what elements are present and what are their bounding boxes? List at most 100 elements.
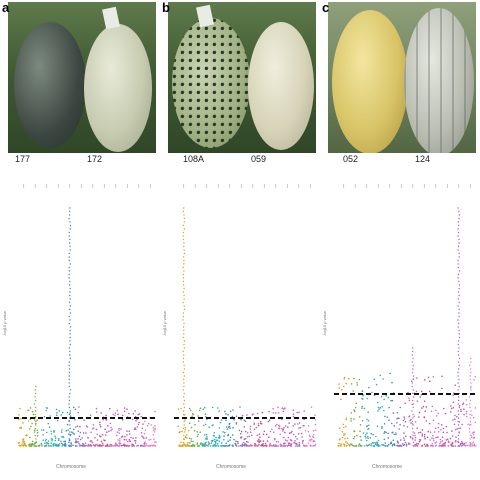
peak-point <box>458 280 460 283</box>
snp-point <box>343 433 345 435</box>
snp-point <box>141 427 144 430</box>
snp-point <box>403 439 406 442</box>
snp-point <box>408 399 411 402</box>
snp-point <box>419 396 422 398</box>
snp-point <box>184 419 186 421</box>
snp-point <box>454 414 456 417</box>
snp-point <box>370 444 372 447</box>
snp-point <box>429 445 432 447</box>
striped-melon <box>404 8 474 156</box>
snp-point <box>229 436 232 439</box>
snp-point <box>216 439 218 442</box>
snp-point <box>235 444 237 447</box>
snp-point <box>208 426 210 428</box>
snp-point <box>443 407 445 410</box>
snp-point <box>140 432 143 434</box>
peak-point <box>34 389 36 391</box>
snp-point <box>353 435 356 438</box>
snp-point <box>440 424 443 426</box>
snp-point <box>385 431 387 434</box>
peak-point <box>457 350 459 353</box>
snp-point <box>86 426 89 428</box>
snp-point <box>356 382 358 384</box>
snp-point <box>235 423 238 425</box>
panel-letter: a <box>2 0 10 15</box>
snp-point <box>298 427 300 429</box>
snp-point <box>19 418 22 420</box>
snp-point <box>359 430 361 433</box>
snp-point <box>76 425 79 427</box>
peak-point <box>182 238 185 241</box>
snp-point <box>207 445 209 447</box>
snp-point <box>42 429 45 431</box>
peak-point <box>69 249 71 251</box>
snp-point <box>98 435 101 437</box>
snp-point <box>341 436 344 439</box>
snp-point <box>440 429 442 431</box>
snp-point <box>50 430 52 433</box>
snp-point <box>301 436 303 438</box>
snp-point <box>199 407 202 409</box>
snp-point <box>371 391 373 394</box>
peak-point <box>69 389 72 391</box>
snp-point <box>240 419 242 421</box>
peak-point <box>457 361 460 363</box>
peak-point <box>411 410 413 412</box>
snp-point <box>407 391 409 394</box>
snp-point <box>358 443 361 445</box>
snp-point <box>204 413 207 415</box>
peak-point <box>68 378 70 381</box>
snp-point <box>237 440 239 443</box>
peak-point <box>469 368 472 370</box>
snp-point <box>376 444 378 447</box>
yellow-melon <box>332 10 408 154</box>
snp-point <box>298 443 300 446</box>
peak-point <box>68 273 70 276</box>
snp-point <box>341 431 344 433</box>
peak-point <box>35 385 37 388</box>
snp-point <box>299 426 302 429</box>
snp-point <box>254 443 257 445</box>
peak-point <box>412 438 414 440</box>
snp-point <box>253 423 255 425</box>
peak-point <box>412 417 414 419</box>
snp-point <box>443 444 445 447</box>
snp-point <box>49 415 51 417</box>
snp-point <box>287 444 290 446</box>
peak-point <box>183 382 185 384</box>
snp-point <box>153 438 155 440</box>
snp-point <box>447 445 450 447</box>
snp-point <box>277 441 280 443</box>
snp-point <box>416 445 419 447</box>
snp-point <box>395 433 397 436</box>
peak-point <box>469 403 471 405</box>
snp-point <box>154 410 156 413</box>
snp-point <box>465 444 467 447</box>
snp-point <box>216 407 219 409</box>
snp-point <box>465 410 468 413</box>
snp-point <box>262 433 265 436</box>
snp-point <box>47 440 50 442</box>
snp-point <box>288 442 291 445</box>
snp-point <box>110 443 112 446</box>
snp-point <box>300 432 303 435</box>
snp-point <box>107 425 109 427</box>
snp-point <box>399 406 402 409</box>
peak-point <box>182 438 185 440</box>
snp-point <box>108 445 111 447</box>
snp-point <box>279 433 281 436</box>
snp-point <box>155 441 157 443</box>
snp-point <box>405 435 407 438</box>
snp-point <box>145 436 148 439</box>
snp-point <box>227 426 230 428</box>
snp-point <box>312 429 315 432</box>
snp-point <box>342 426 345 429</box>
snp-point <box>265 433 268 436</box>
snp-point <box>181 430 183 433</box>
peak-point <box>458 392 461 395</box>
peak-point <box>458 406 460 409</box>
snp-point <box>373 378 376 381</box>
snp-point <box>128 433 131 435</box>
snp-point <box>66 411 69 414</box>
snp-point <box>114 444 117 446</box>
